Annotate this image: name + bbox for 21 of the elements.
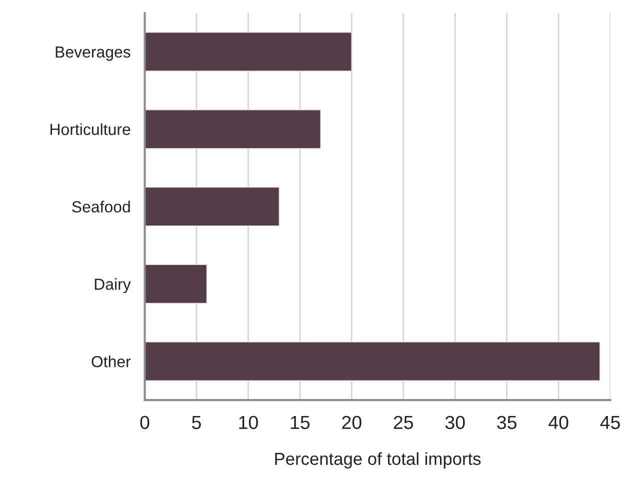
bar [144, 32, 352, 72]
x-tick-label: 40 [548, 416, 568, 430]
bar [144, 342, 600, 382]
x-tick-label: 30 [445, 416, 465, 430]
bar [144, 186, 280, 226]
bar [144, 109, 322, 149]
y-tick-label: Beverages [56, 46, 130, 61]
x-tick-label: 10 [239, 416, 258, 430]
y-tick-label: Horticulture [50, 123, 130, 136]
x-tick-label: 35 [497, 416, 516, 430]
x-tick-label: 45 [600, 416, 620, 430]
x-tick-label: 25 [394, 416, 414, 430]
x-axis-title: Percentage of total imports [275, 452, 481, 468]
y-tick-label: Dairy [94, 278, 131, 294]
x-tick-label: 15 [290, 416, 310, 430]
x-tick-label: 20 [342, 416, 362, 430]
x-tick-label: 5 [192, 416, 201, 430]
bar [144, 264, 208, 304]
x-tick-label: 0 [140, 416, 150, 430]
y-tick-label: Seafood [72, 200, 130, 212]
y-tick-label: Other [92, 356, 131, 368]
